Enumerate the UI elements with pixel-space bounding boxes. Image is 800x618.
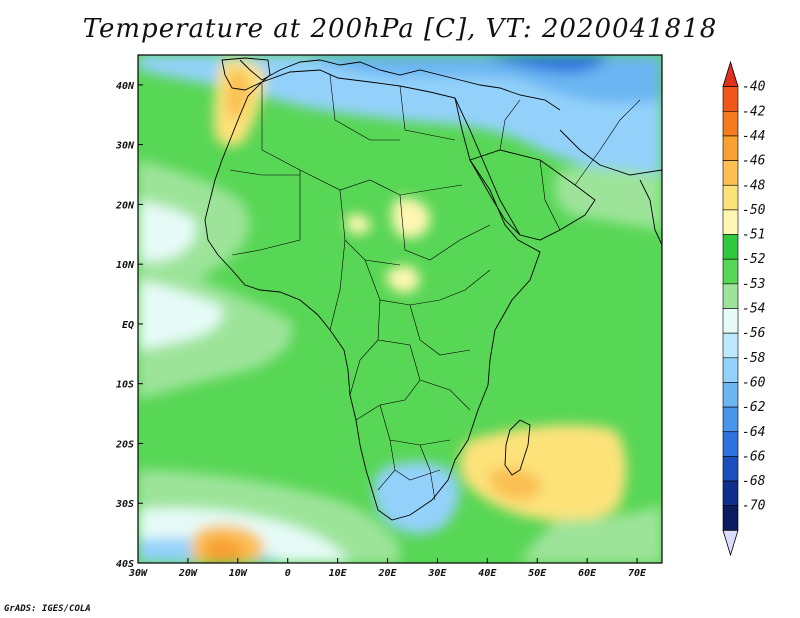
y-axis: 40N 30N 20N 10N EQ 10S 20S 30S 40S [115,81,143,570]
colorbar-label: -62 [742,400,766,415]
colorbar-swatch [722,184,739,211]
x-tick-label: 0 [285,568,291,579]
colorbar-label: -66 [742,449,766,464]
colorbar-label: -53 [742,277,765,292]
colorbar-swatch [722,283,739,309]
y-tick-label: 20S [115,439,134,450]
colorbar-swatch [722,135,739,161]
colorbar-swatch [722,456,739,482]
colorbar-label: -56 [742,326,766,341]
y-tick-label: 30N [115,141,135,152]
colorbar-top-arrow [722,60,739,88]
colorbar-label: -40 [742,80,766,95]
colorbar-swatch [722,382,739,408]
x-tick-label: 20E [377,568,397,579]
colorbar-swatch [722,86,739,112]
colorbar-swatch [722,505,739,531]
x-tick-label: 10E [329,568,348,579]
y-tick-label: 10S [116,380,134,391]
colorbar-swatch [722,431,739,457]
colorbar-label: -46 [742,154,766,169]
x-tick-label: 10W [229,568,248,579]
x-axis: 30W 20W 10W 0 10E 20E 30E 40E 50E 60E 70E [128,558,647,579]
x-tick-label: 40E [478,568,497,579]
colorbar-swatch [722,406,739,433]
colorbar-swatch [722,111,739,137]
colorbar-swatch [722,160,739,186]
y-tick-label: 30S [115,499,134,510]
colorbar-swatch [722,308,739,334]
colorbar-label: -52 [742,252,766,267]
colorbar-swatch [722,209,739,235]
colorbar-bottom-arrow [722,529,739,557]
y-tick-label: 20N [115,200,135,211]
colorbar-label: -70 [742,499,766,514]
colorbar-label: -54 [742,302,765,317]
colorbar-label: -58 [742,351,766,366]
colorbar-label: -60 [742,375,766,390]
colorbar-label: -51 [742,228,765,243]
y-tick-label: 40S [116,559,134,570]
x-tick-label: 20W [178,568,198,579]
coastlines [204,57,662,521]
colorbar-swatch [722,234,739,260]
y-tick-label: EQ [122,320,134,331]
colorbar-swatch [722,357,739,383]
colorbar: -40 -42 -44 -46 -48 -50 -51 -52 -53 -54 -56 -58 -60 -… [722,60,766,557]
country-borders [229,74,641,501]
x-tick-label: 60E [578,568,597,579]
colorbar-label: -48 [742,178,766,193]
x-tick-label: 30W [128,568,148,579]
colorbar-label: -44 [742,129,765,144]
colorbar-label: -50 [742,203,766,218]
colorbar-label: -68 [742,474,766,489]
x-tick-label: 50E [528,568,547,579]
colorbar-swatch [722,258,739,285]
footer-credit: GrADS: IGES/COLA [4,604,91,614]
x-tick-label: 30E [427,568,447,579]
y-tick-label: 40N [116,81,135,92]
colorbar-label: -42 [742,104,766,119]
map-title: Temperature at 200hPa [C], VT: 202004181… [82,14,718,44]
colorbar-label: -64 [742,425,765,440]
plot-frame [137,54,663,564]
y-tick-label: 10N [116,260,135,271]
colorbar-swatch [722,480,739,506]
x-tick-label: 70E [628,568,647,579]
colorbar-swatch [722,332,739,359]
temperature-field [138,55,662,563]
